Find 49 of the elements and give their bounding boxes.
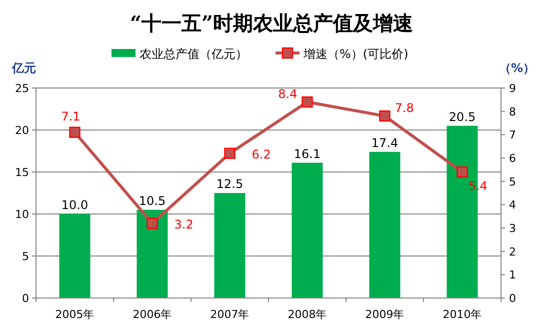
y2-tick-label: 3 — [509, 222, 516, 235]
data-label: 7.8 — [394, 101, 414, 115]
point — [456, 166, 468, 178]
bar — [214, 193, 246, 298]
y2-tick-label: 6 — [509, 152, 516, 165]
y-tick-label: 25 — [15, 82, 29, 95]
x-tick-label: 2009年 — [365, 308, 404, 321]
bar — [59, 214, 90, 298]
y2-axis-title: （%） — [498, 61, 536, 75]
point — [146, 218, 158, 229]
data-label: 10.5 — [138, 194, 166, 208]
data-label: 6.2 — [252, 147, 271, 162]
y2-tick-label: 1 — [509, 268, 516, 282]
chart-title: “十一五”时期农业总产值及增速 — [130, 11, 414, 35]
legend-label: 增速（%）(可比价) — [302, 47, 408, 61]
x-tick-label: 2010年 — [442, 308, 482, 321]
bar — [369, 152, 400, 298]
x-tick-label: 2006年 — [132, 308, 172, 321]
y2-tick-label: 9 — [509, 82, 516, 95]
y-tick-label: 10 — [15, 208, 29, 221]
y-tick-label: 15 — [15, 166, 29, 179]
x-tick-label: 2007年 — [210, 308, 250, 321]
y-tick-label: 5 — [22, 250, 29, 263]
data-label: 12.5 — [216, 177, 244, 191]
y2-tick-label: 4 — [509, 198, 516, 212]
data-label: 8.4 — [278, 87, 298, 101]
y2-tick-label: 7 — [509, 128, 516, 142]
y-axis-title: 亿元 — [11, 61, 36, 75]
data-label: 7.1 — [61, 109, 80, 124]
data-label: 17.4 — [371, 136, 398, 150]
x-tick-label: 2008年 — [288, 308, 327, 321]
point — [302, 96, 313, 108]
data-label: 3.2 — [174, 217, 194, 232]
y2-tick-label: 8 — [509, 105, 516, 118]
point — [379, 110, 390, 122]
y-tick-label: 20 — [15, 124, 29, 137]
data-label: 16.1 — [294, 146, 321, 161]
point — [69, 126, 80, 138]
y2-tick-label: 2 — [509, 245, 516, 258]
legend-label: 农业总产值（亿元） — [140, 47, 248, 61]
bar — [292, 162, 323, 298]
data-label: 10.0 — [61, 198, 88, 212]
y2-tick-label: 0 — [509, 292, 516, 305]
data-label: 20.5 — [448, 110, 476, 124]
y-tick-label: 0 — [22, 292, 29, 305]
x-tick-label: 2005年 — [55, 308, 94, 321]
point — [224, 148, 236, 159]
bar — [136, 210, 168, 298]
y2-tick-label: 5 — [509, 175, 516, 188]
